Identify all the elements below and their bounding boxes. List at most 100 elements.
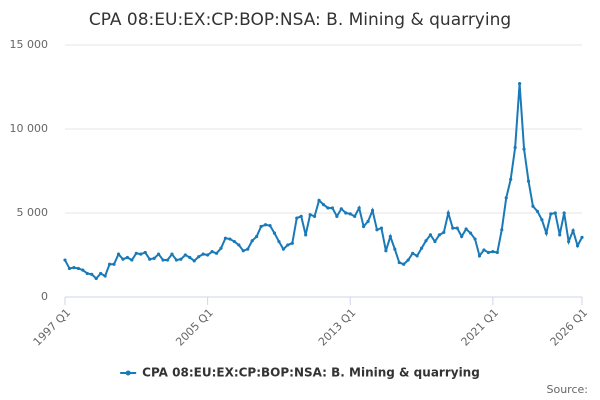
data-point — [424, 239, 428, 243]
data-point — [63, 258, 67, 262]
data-point — [388, 234, 392, 239]
data-point — [304, 233, 308, 237]
data-point — [509, 177, 513, 181]
data-point — [170, 252, 174, 256]
data-line — [64, 83, 583, 280]
data-point — [571, 229, 575, 233]
data-point — [206, 253, 210, 257]
data-point — [143, 250, 147, 255]
data-point — [486, 250, 491, 255]
data-point — [121, 257, 125, 261]
data-point — [85, 271, 89, 276]
data-point — [290, 241, 294, 245]
data-point — [531, 204, 535, 208]
data-point — [357, 206, 361, 210]
data-point — [317, 198, 321, 202]
data-point — [139, 252, 143, 256]
data-point — [94, 276, 98, 281]
data-point — [553, 211, 557, 215]
data-point — [339, 207, 343, 211]
data-point — [330, 206, 335, 210]
data-point — [219, 246, 223, 250]
data-point — [370, 208, 375, 213]
data-point — [228, 237, 232, 241]
legend-label: CPA 08:EU:EX:CP:BOP:NSA: B. Mining & qua… — [142, 366, 480, 380]
data-point — [580, 235, 584, 239]
data-point — [326, 206, 330, 210]
data-point — [526, 179, 531, 183]
data-point — [103, 274, 107, 278]
data-point — [281, 247, 285, 251]
data-point — [500, 228, 504, 232]
data-point — [107, 262, 112, 266]
data-point — [446, 211, 450, 215]
data-point — [246, 247, 250, 251]
data-point — [183, 253, 187, 257]
data-point — [473, 237, 477, 241]
data-point — [223, 236, 228, 240]
data-point — [67, 266, 72, 271]
data-point — [130, 258, 134, 262]
x-tick-label: 2013 Q1 — [316, 306, 359, 349]
data-point — [214, 251, 219, 255]
x-tick-label: 2026 Q1 — [548, 306, 591, 349]
data-point — [393, 247, 397, 251]
x-tick-label: 2005 Q1 — [173, 306, 216, 349]
data-point — [567, 239, 571, 244]
data-point — [464, 227, 468, 231]
data-point — [522, 147, 526, 151]
data-point — [112, 262, 116, 266]
data-point — [255, 234, 259, 239]
data-point — [81, 268, 85, 272]
data-point — [295, 216, 299, 220]
data-point — [152, 256, 156, 260]
data-point — [232, 239, 236, 244]
data-point — [286, 243, 290, 247]
data-point — [535, 209, 540, 213]
data-point — [549, 212, 553, 216]
data-point — [433, 239, 437, 244]
data-point — [379, 226, 384, 230]
data-point — [558, 233, 562, 237]
data-point — [201, 252, 205, 256]
chart-title: CPA 08:EU:EX:CP:BOP:NSA: B. Mining & qua… — [89, 10, 511, 30]
data-point — [165, 258, 170, 262]
data-point — [174, 258, 179, 262]
data-point — [148, 257, 152, 261]
data-point — [504, 196, 508, 200]
data-point — [411, 251, 415, 255]
data-point — [156, 252, 161, 256]
data-point — [495, 250, 499, 255]
data-point — [161, 258, 165, 262]
data-point — [348, 212, 352, 216]
data-point — [491, 250, 495, 254]
data-point — [250, 239, 254, 243]
data-point — [442, 230, 446, 234]
data-point — [575, 244, 580, 248]
data-point — [192, 259, 196, 263]
data-point — [353, 214, 357, 218]
data-point — [451, 226, 455, 230]
x-tick-label: 2021 Q1 — [459, 306, 502, 349]
data-point — [397, 260, 401, 265]
data-point — [344, 211, 348, 215]
data-point — [477, 254, 482, 258]
data-point — [437, 233, 441, 237]
data-point — [263, 223, 268, 227]
data-point — [188, 255, 192, 260]
data-point — [72, 266, 76, 270]
data-point — [259, 224, 263, 229]
data-point — [366, 219, 370, 223]
data-point — [90, 272, 94, 276]
y-tick-label: 15 000 — [10, 38, 49, 51]
source: Source: — [547, 383, 589, 396]
data-point — [419, 246, 424, 250]
data-point — [375, 228, 379, 232]
data-point — [272, 231, 277, 235]
y-tick-label: 5 000 — [17, 206, 49, 219]
data-point — [179, 257, 183, 261]
data-point — [241, 249, 245, 253]
data-point — [312, 214, 317, 218]
legend-marker — [125, 370, 131, 376]
data-point — [321, 203, 326, 207]
